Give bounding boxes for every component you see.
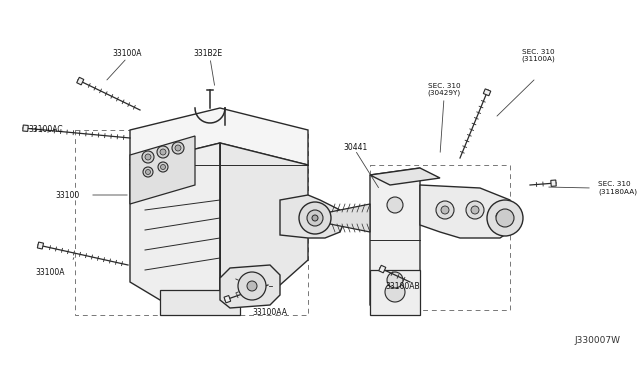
Text: 33100: 33100 <box>55 190 79 199</box>
Circle shape <box>142 151 154 163</box>
Text: 331B2E: 331B2E <box>193 49 223 58</box>
Circle shape <box>496 212 504 220</box>
Circle shape <box>492 208 508 224</box>
Circle shape <box>436 201 454 219</box>
Text: J330007W: J330007W <box>574 336 620 345</box>
Circle shape <box>387 272 403 288</box>
Circle shape <box>145 170 150 174</box>
Text: 30441: 30441 <box>343 144 367 153</box>
Circle shape <box>157 146 169 158</box>
Circle shape <box>172 142 184 154</box>
Circle shape <box>466 201 484 219</box>
Polygon shape <box>130 136 195 204</box>
Text: SEC. 310
(31100A): SEC. 310 (31100A) <box>521 48 555 62</box>
Polygon shape <box>280 195 345 238</box>
Circle shape <box>143 167 153 177</box>
Polygon shape <box>370 168 420 315</box>
Polygon shape <box>37 242 44 249</box>
Polygon shape <box>330 204 370 232</box>
Circle shape <box>145 154 151 160</box>
Circle shape <box>161 164 166 170</box>
Polygon shape <box>483 89 491 96</box>
Polygon shape <box>23 125 28 131</box>
Circle shape <box>307 210 323 226</box>
Text: 33100A: 33100A <box>112 49 141 58</box>
Polygon shape <box>220 265 280 308</box>
Polygon shape <box>379 265 386 273</box>
Bar <box>75 130 308 315</box>
Circle shape <box>385 282 405 302</box>
Circle shape <box>496 209 514 227</box>
Polygon shape <box>420 185 520 238</box>
Polygon shape <box>224 295 230 303</box>
Text: 33100AC: 33100AC <box>28 125 63 135</box>
Circle shape <box>160 149 166 155</box>
Circle shape <box>312 215 318 221</box>
Circle shape <box>487 200 523 236</box>
Polygon shape <box>160 290 240 315</box>
Text: 33100AA: 33100AA <box>253 308 287 317</box>
Polygon shape <box>370 168 440 185</box>
Circle shape <box>441 206 449 214</box>
Bar <box>370 165 510 310</box>
Polygon shape <box>220 143 308 310</box>
Circle shape <box>299 202 331 234</box>
Circle shape <box>175 145 181 151</box>
Text: SEC. 310
(31180AA): SEC. 310 (31180AA) <box>598 181 637 195</box>
Text: 33100A: 33100A <box>35 268 65 277</box>
Polygon shape <box>130 108 308 165</box>
Polygon shape <box>370 270 420 315</box>
Polygon shape <box>130 143 220 310</box>
Circle shape <box>247 281 257 291</box>
Text: 33100AB: 33100AB <box>386 282 420 291</box>
Circle shape <box>158 162 168 172</box>
Polygon shape <box>551 180 556 186</box>
Circle shape <box>471 206 479 214</box>
Circle shape <box>387 197 403 213</box>
Text: SEC. 310
(30429Y): SEC. 310 (30429Y) <box>428 83 461 96</box>
Circle shape <box>238 272 266 300</box>
Polygon shape <box>77 77 84 85</box>
